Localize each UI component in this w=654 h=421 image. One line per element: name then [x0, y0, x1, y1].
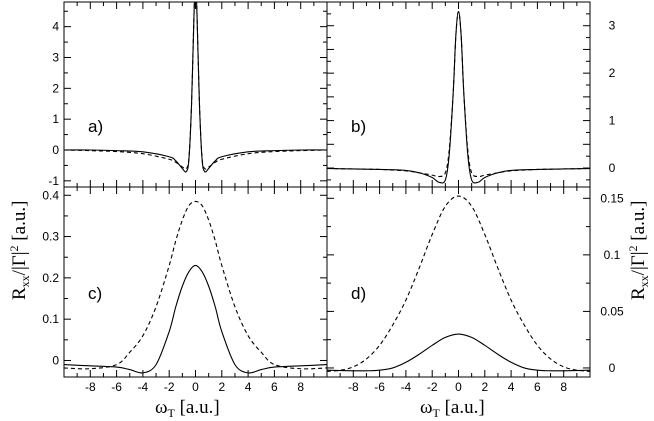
panel-label: a) — [88, 117, 103, 136]
x-tick-label: 8 — [297, 380, 304, 394]
panel-d: -8 -6 -4 -2 0 2 4 6 8 0 0.05 0.1 0.15 d) — [326, 186, 624, 394]
series-solid-line — [327, 333, 590, 372]
panel-frame — [63, 1, 328, 188]
y-tick-label: 0.2 — [42, 271, 59, 285]
y-tick-label: 3 — [609, 19, 616, 33]
series-dashed-line — [327, 195, 590, 372]
y-axis-title-right: Rxx/|Γ|2 [a.u.] — [626, 201, 651, 300]
series-solid-line — [64, 2, 327, 173]
series-dashed-line — [327, 10, 590, 178]
x-tick-label: 6 — [271, 380, 278, 394]
x-tick-label: -6 — [111, 380, 122, 394]
x-tick-label: 4 — [508, 380, 515, 394]
series-dashed-line — [64, 2, 327, 170]
y-tick-label: 0.3 — [42, 230, 59, 244]
x-tick-label: -4 — [138, 380, 149, 394]
panel-label: b) — [351, 117, 366, 136]
x-axis-title-right: ωT [a.u.] — [420, 397, 485, 420]
y-tick-label: 1 — [52, 112, 59, 126]
panel-label: c) — [88, 284, 102, 303]
x-tick-label: -8 — [85, 380, 96, 394]
panel-frame — [63, 186, 328, 378]
y-tick-label: 0 — [609, 161, 616, 175]
y-axis-title-left: Rxx/|Γ|2 [a.u.] — [7, 201, 32, 300]
y-tick-label: 2 — [52, 81, 59, 95]
y-tick-label: 2 — [609, 66, 616, 80]
y-tick-label: -1 — [48, 174, 59, 188]
y-tick-label: 0.15 — [600, 191, 624, 205]
x-axis-title-left: ωT [a.u.] — [155, 397, 220, 420]
panel-frame — [326, 186, 591, 378]
x-tick-label: 6 — [534, 380, 541, 394]
x-tick-label: 4 — [245, 380, 252, 394]
panel-label: d) — [351, 284, 366, 303]
y-tick-label: 0 — [52, 353, 59, 367]
y-tick-label: 1 — [609, 114, 616, 128]
y-tick-label: 0 — [609, 361, 616, 375]
panel-b: 0 1 2 3 b) — [326, 1, 616, 188]
y-tick-label: 0.1 — [604, 248, 621, 262]
y-tick-label: 0 — [52, 143, 59, 157]
y-tick-label: 0.4 — [42, 188, 59, 202]
series-solid-line — [327, 10, 590, 184]
x-tick-label: 2 — [481, 380, 488, 394]
y-tick-label: 4 — [52, 20, 59, 34]
y-tick-label: 3 — [52, 51, 59, 65]
x-tick-label: 8 — [560, 380, 567, 394]
x-tick-label: -4 — [401, 380, 412, 394]
x-tick-label: -8 — [348, 380, 359, 394]
panel-c: -8 -6 -4 -2 0 2 4 6 8 0 0.1 0.2 0.3 0.4 c) — [42, 186, 328, 394]
x-tick-label: -2 — [164, 380, 175, 394]
x-tick-label: 2 — [218, 380, 225, 394]
x-tick-label: 0 — [455, 380, 462, 394]
y-tick-label: 0.05 — [600, 304, 624, 318]
x-tick-label: -6 — [374, 380, 385, 394]
y-tick-label: 0.1 — [42, 312, 59, 326]
series-solid-line — [64, 264, 327, 374]
panel-frame — [326, 1, 591, 188]
x-tick-label: -2 — [427, 380, 438, 394]
panel-a: -1 0 1 2 3 4 a) — [48, 1, 328, 188]
x-tick-label: 0 — [192, 380, 199, 394]
series-dashed-line — [64, 200, 327, 370]
